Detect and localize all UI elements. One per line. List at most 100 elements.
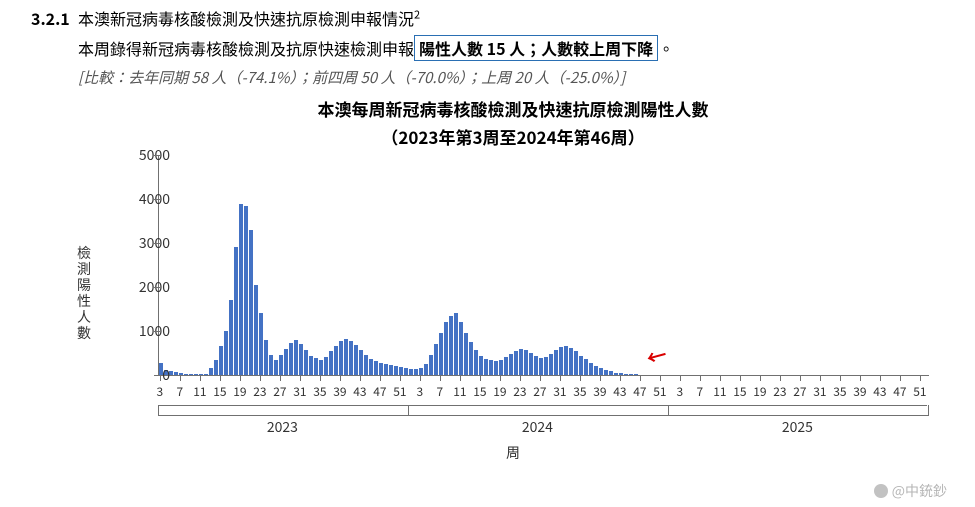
- highlight-text: 陽性人數 15 人；人數較上周下降: [419, 36, 653, 60]
- bar: [229, 300, 233, 375]
- x-tick-label: 7: [177, 383, 184, 400]
- watermark-text: @中銃鈔: [892, 481, 947, 501]
- bar: [304, 350, 308, 375]
- bar: [239, 204, 243, 375]
- section-title-text: 本澳新冠病毒核酸檢測及快速抗原檢測申報情況: [78, 6, 414, 30]
- bar: [404, 368, 408, 375]
- y-tick-label: 3000: [130, 233, 170, 253]
- x-tick-mark: [600, 375, 601, 381]
- bar: [624, 374, 628, 375]
- x-tick-label: 43: [613, 383, 626, 400]
- bar: [474, 350, 478, 375]
- x-tick-mark: [260, 375, 261, 381]
- bar: [184, 374, 188, 375]
- bar: [504, 357, 508, 375]
- x-tick-label: 39: [333, 383, 346, 400]
- x-tick-mark: [580, 375, 581, 381]
- x-tick-mark: [920, 375, 921, 381]
- x-tick-mark: [900, 375, 901, 381]
- x-tick-label: 39: [593, 383, 606, 400]
- bar: [449, 316, 453, 375]
- x-tick-mark: [880, 375, 881, 381]
- summary-prefix: 本周錄得新冠病毒核酸檢測及抗原快速檢測申報: [78, 36, 414, 60]
- bar: [389, 365, 393, 375]
- bar: [554, 350, 558, 375]
- bar: [369, 359, 373, 375]
- bar: [244, 206, 248, 375]
- x-tick-label: 47: [893, 383, 906, 400]
- chart-title-line2: （2023年第3周至2024年第46周）: [78, 123, 948, 151]
- bar: [539, 358, 543, 375]
- bar: [424, 364, 428, 375]
- bar: [284, 349, 288, 375]
- bar: [489, 360, 493, 375]
- x-tick-label: 35: [313, 383, 326, 400]
- x-tick-mark: [500, 375, 501, 381]
- x-tick-label: 43: [873, 383, 886, 400]
- x-tick-mark: [240, 375, 241, 381]
- bar: [629, 374, 633, 375]
- bar: [234, 247, 238, 375]
- bar: [544, 357, 548, 375]
- x-tick-mark: [560, 375, 561, 381]
- bar: [274, 360, 278, 375]
- x-tick-label: 51: [653, 383, 666, 400]
- x-tick-label: 23: [253, 383, 266, 400]
- bar: [279, 355, 283, 375]
- bar: [564, 346, 568, 375]
- x-tick-label: 19: [493, 383, 506, 400]
- bar: [419, 368, 423, 375]
- plot-area: [158, 155, 929, 376]
- x-tick-mark: [520, 375, 521, 381]
- bar: [634, 374, 638, 375]
- x-tick-mark: [160, 375, 161, 381]
- x-tick-label: 11: [453, 383, 466, 400]
- x-tick-mark: [660, 375, 661, 381]
- y-tick-label: 4000: [130, 189, 170, 209]
- x-tick-mark: [480, 375, 481, 381]
- bar: [339, 341, 343, 375]
- bar: [529, 353, 533, 375]
- x-tick-mark: [680, 375, 681, 381]
- x-tick-label: 27: [793, 383, 806, 400]
- section-title: 本澳新冠病毒核酸檢測及快速抗原檢測申報情況2: [78, 6, 420, 30]
- watermark: @中銃鈔: [874, 481, 947, 501]
- bar: [479, 356, 483, 375]
- summary-suffix: 。: [658, 36, 674, 60]
- x-tick-mark: [440, 375, 441, 381]
- year-segment: [158, 405, 409, 416]
- bar: [579, 356, 583, 375]
- x-tick-mark: [420, 375, 421, 381]
- footnote-mark: 2: [414, 7, 420, 23]
- x-tick-mark: [220, 375, 221, 381]
- x-tick-mark: [620, 375, 621, 381]
- bar: [519, 349, 523, 375]
- x-tick-label: 23: [513, 383, 526, 400]
- bar: [289, 343, 293, 375]
- y-tick-label: 1000: [130, 321, 170, 341]
- x-tick-mark: [540, 375, 541, 381]
- year-segment: [668, 405, 929, 416]
- x-tick-label: 11: [193, 383, 206, 400]
- bar: [559, 347, 563, 375]
- bar: [249, 230, 253, 375]
- x-tick-label: 3: [157, 383, 164, 400]
- year-label: 2024: [522, 417, 553, 437]
- x-tick-label: 27: [273, 383, 286, 400]
- x-tick-label: 11: [713, 383, 726, 400]
- comparison-line: [比較：去年同期 58 人（-74.1%）；前四周 50 人（-70.0%）；上…: [78, 67, 625, 88]
- bar: [334, 346, 338, 375]
- bar: [314, 358, 318, 375]
- y-axis-label: 檢測陽性人數: [76, 245, 92, 341]
- chart-title: 本澳每周新冠病毒核酸檢測及快速抗原檢測陽性人數 （2023年第3周至2024年第…: [78, 95, 948, 151]
- bar: [194, 374, 198, 375]
- bar: [609, 371, 613, 375]
- bar: [409, 369, 413, 375]
- highlight-box: 陽性人數 15 人；人數較上周下降: [414, 35, 658, 61]
- bar: [429, 355, 433, 375]
- x-tick-label: 7: [697, 383, 704, 400]
- bar: [524, 350, 528, 375]
- bar: [359, 350, 363, 375]
- bar: [214, 360, 218, 375]
- y-tick-mark: [154, 331, 160, 332]
